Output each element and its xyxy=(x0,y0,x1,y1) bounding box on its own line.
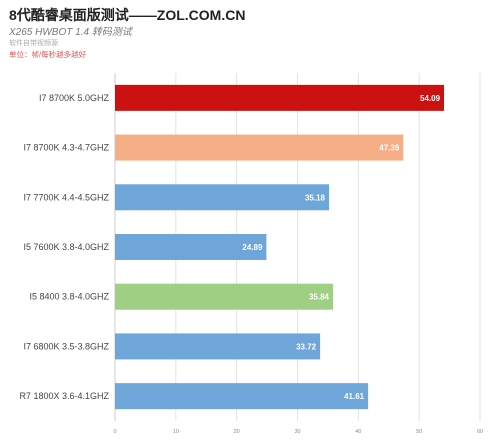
value-label: 24.89 xyxy=(242,243,263,252)
x-tick-label: 0 xyxy=(113,429,116,435)
chart-header: 8代酷睿桌面版测试——ZOL.COM.CN X265 HWBOT 1.4 转码测… xyxy=(9,6,489,60)
value-label: 35.84 xyxy=(309,293,330,302)
source-note: 软件自带视频源 xyxy=(9,40,58,47)
bar xyxy=(115,184,330,211)
chart-title: 8代酷睿桌面版测试——ZOL.COM.CN xyxy=(9,7,246,23)
category-label: I5 8400 3.8-4.0GHZ xyxy=(29,292,109,302)
bar xyxy=(115,134,404,161)
category-label: I7 6800K 3.5-3.8GHZ xyxy=(23,341,109,351)
x-tick-label: 40 xyxy=(355,429,361,435)
value-label: 54.09 xyxy=(420,94,441,103)
chart-subtitle: X265 HWBOT 1.4 转码测试 xyxy=(9,27,132,38)
x-tick-label: 20 xyxy=(234,429,240,435)
value-label: 33.72 xyxy=(296,342,317,351)
x-tick-label: 10 xyxy=(173,429,179,435)
bar xyxy=(115,383,369,410)
value-label: 47.39 xyxy=(379,144,400,153)
x-tick-label: 50 xyxy=(416,429,422,435)
unit-note: 单位：帧/每秒越多越好 xyxy=(9,50,87,59)
x-tick-label: 30 xyxy=(294,429,300,435)
category-label: I7 7700K 4.4-4.5GHZ xyxy=(23,192,109,202)
x-tick-label: 60 xyxy=(477,429,483,435)
category-label: I7 8700K 5.0GHZ xyxy=(39,93,110,103)
value-label: 41.61 xyxy=(344,392,365,401)
x-axis-ticks: 0 10 20 30 40 50 60 xyxy=(113,429,483,435)
bar xyxy=(115,283,334,310)
category-label: R7 1800X 3.6-4.1GHZ xyxy=(19,391,109,401)
value-label: 35.18 xyxy=(305,193,326,202)
category-label: I5 7600K 3.8-4.0GHZ xyxy=(23,242,109,252)
bar xyxy=(115,333,321,360)
category-label: I7 8700K 4.3-4.7GHZ xyxy=(23,143,109,153)
bar xyxy=(115,84,445,111)
bar xyxy=(115,234,267,260)
bars: I7 8700K 5.0GHZ 54.09 I7 8700K 4.3-4.7GHZ 4… xyxy=(19,84,445,410)
